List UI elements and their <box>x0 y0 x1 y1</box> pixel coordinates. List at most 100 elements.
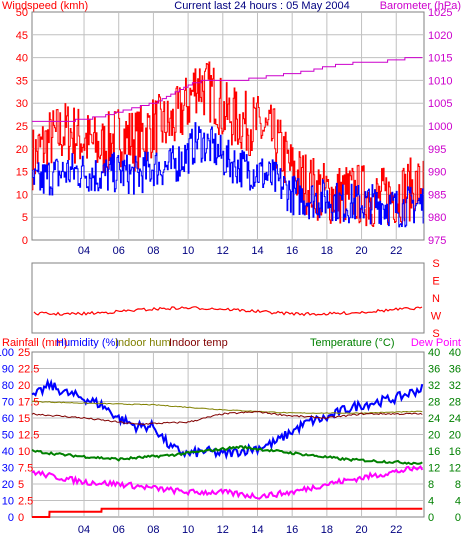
barometer-tick-label: 1025 <box>428 7 452 19</box>
x-tick-label: 20 <box>355 245 367 257</box>
rain-tick-label: 5 <box>18 479 24 491</box>
barometer-tick-label: 1020 <box>428 30 452 42</box>
barometer-tick-label: 995 <box>428 144 446 156</box>
temperature-tick-label: 16 <box>428 446 440 458</box>
rain-tick-label: 20 <box>18 380 30 392</box>
x-tick-label: 14 <box>251 245 263 257</box>
temperature-axis-title: Temperature (°C) <box>310 337 394 349</box>
barometer-tick-label: 1000 <box>428 121 452 133</box>
x-tick-label: 22 <box>390 524 402 536</box>
humidity-tick-label: 80 <box>2 380 14 392</box>
rain-tick-label: 7.5 <box>18 463 33 475</box>
dew-tick-label: 40 <box>449 347 461 359</box>
indoor-temp-series <box>31 410 423 426</box>
temperature-tick-label: 8 <box>428 479 434 491</box>
direction-label: S <box>432 328 439 340</box>
wind-tick-label: 10 <box>16 189 28 201</box>
rain-axis-title: Rainfall (mm) <box>2 337 67 349</box>
x-tick-label: 12 <box>217 524 229 536</box>
barometer-tick-label: 975 <box>428 235 446 247</box>
wind-tick-label: 20 <box>16 144 28 156</box>
humidity-tick-label: 70 <box>2 397 14 409</box>
direction-label: E <box>432 276 439 288</box>
x-tick-label: 12 <box>217 245 229 257</box>
x-tick-label: 08 <box>147 524 159 536</box>
x-tick-label: 04 <box>78 245 90 257</box>
barometer-tick-label: 1005 <box>428 98 452 110</box>
barometer-tick-label: 980 <box>428 212 446 224</box>
indoor-hum-series <box>31 400 423 415</box>
rain-tick-label: 12.5 <box>18 430 39 442</box>
dew-tick-label: 4 <box>455 496 461 508</box>
temperature-tick-label: 24 <box>428 413 440 425</box>
temperature-tick-label: 12 <box>428 463 440 475</box>
barometer-tick-label: 985 <box>428 189 446 201</box>
wind-tick-label: 0 <box>22 235 28 247</box>
rain-tick-label: 0 <box>18 512 24 524</box>
humidity-tick-label: 60 <box>2 413 14 425</box>
x-tick-label: 10 <box>182 524 194 536</box>
x-tick-label: 20 <box>355 524 367 536</box>
windspeed-series <box>32 61 424 227</box>
direction-label: N <box>432 293 440 305</box>
barometer-tick-label: 1015 <box>428 53 452 65</box>
humidity-tick-label: 0 <box>8 512 14 524</box>
dew-axis-title: Dew Point <box>411 337 461 349</box>
rain-tick-label: 17.5 <box>18 397 39 409</box>
wind-average-series <box>32 122 424 228</box>
indoor-temp-title: Indoor temp <box>169 337 228 349</box>
barometer-tick-label: 990 <box>428 167 446 179</box>
rain-tick-label: 2.5 <box>18 496 33 508</box>
direction-label: S <box>432 258 439 270</box>
dew-tick-label: 0 <box>455 512 461 524</box>
temperature-tick-label: 32 <box>428 380 440 392</box>
rain-tick-label: 22.5 <box>18 364 39 376</box>
direction-plot-frame <box>31 262 425 334</box>
barometer-axis-title: Barometer (hPa) <box>380 0 461 12</box>
humidity-tick-label: 100 <box>0 347 14 359</box>
temperature-tick-label: 4 <box>428 496 434 508</box>
wind-tick-label: 50 <box>16 7 28 19</box>
x-tick-label: 04 <box>78 524 90 536</box>
rain-tick-label: 25 <box>18 347 30 359</box>
x-tick-label: 06 <box>113 524 125 536</box>
rain-tick-label: 15 <box>18 413 30 425</box>
temperature-tick-label: 28 <box>428 397 440 409</box>
humidity-tick-label: 30 <box>2 463 14 475</box>
humidity-tick-label: 90 <box>2 364 14 376</box>
dew-tick-label: 16 <box>449 446 461 458</box>
dew-tick-label: 24 <box>449 413 461 425</box>
humidity-tick-label: 20 <box>2 479 14 491</box>
x-tick-label: 16 <box>286 245 298 257</box>
wind-tick-label: 40 <box>16 53 28 65</box>
humidity-axis-title: Humidity (%) <box>56 337 119 349</box>
temperature-tick-label: 20 <box>428 430 440 442</box>
rainfall-series <box>32 507 423 518</box>
dew-tick-label: 28 <box>449 397 461 409</box>
temperature-tick-label: 0 <box>428 512 434 524</box>
direction-label: W <box>431 311 442 323</box>
wind-tick-label: 35 <box>16 75 28 87</box>
wind-tick-label: 45 <box>16 30 28 42</box>
barometer-tick-label: 1010 <box>428 75 452 87</box>
temperature-tick-label: 36 <box>428 364 440 376</box>
indoor-hum-title: Indoor hum <box>115 337 171 349</box>
dew-tick-label: 36 <box>449 364 461 376</box>
x-tick-label: 16 <box>286 524 298 536</box>
dew-tick-label: 32 <box>449 380 461 392</box>
barometer-series <box>32 57 423 122</box>
humidity-tick-label: 50 <box>2 430 14 442</box>
x-tick-label: 18 <box>321 245 333 257</box>
x-tick-label: 14 <box>251 524 263 536</box>
x-tick-label: 18 <box>321 524 333 536</box>
chart-title: Current last 24 hours : 05 May 2004 <box>174 0 349 12</box>
wind-tick-label: 25 <box>16 121 28 133</box>
rain-tick-label: 10 <box>18 446 30 458</box>
wind-tick-label: 30 <box>16 98 28 110</box>
x-tick-label: 22 <box>390 245 402 257</box>
temperature-tick-label: 40 <box>428 347 440 359</box>
wind-direction-series <box>33 306 423 317</box>
temperature-series <box>31 444 423 466</box>
x-tick-label: 06 <box>113 245 125 257</box>
